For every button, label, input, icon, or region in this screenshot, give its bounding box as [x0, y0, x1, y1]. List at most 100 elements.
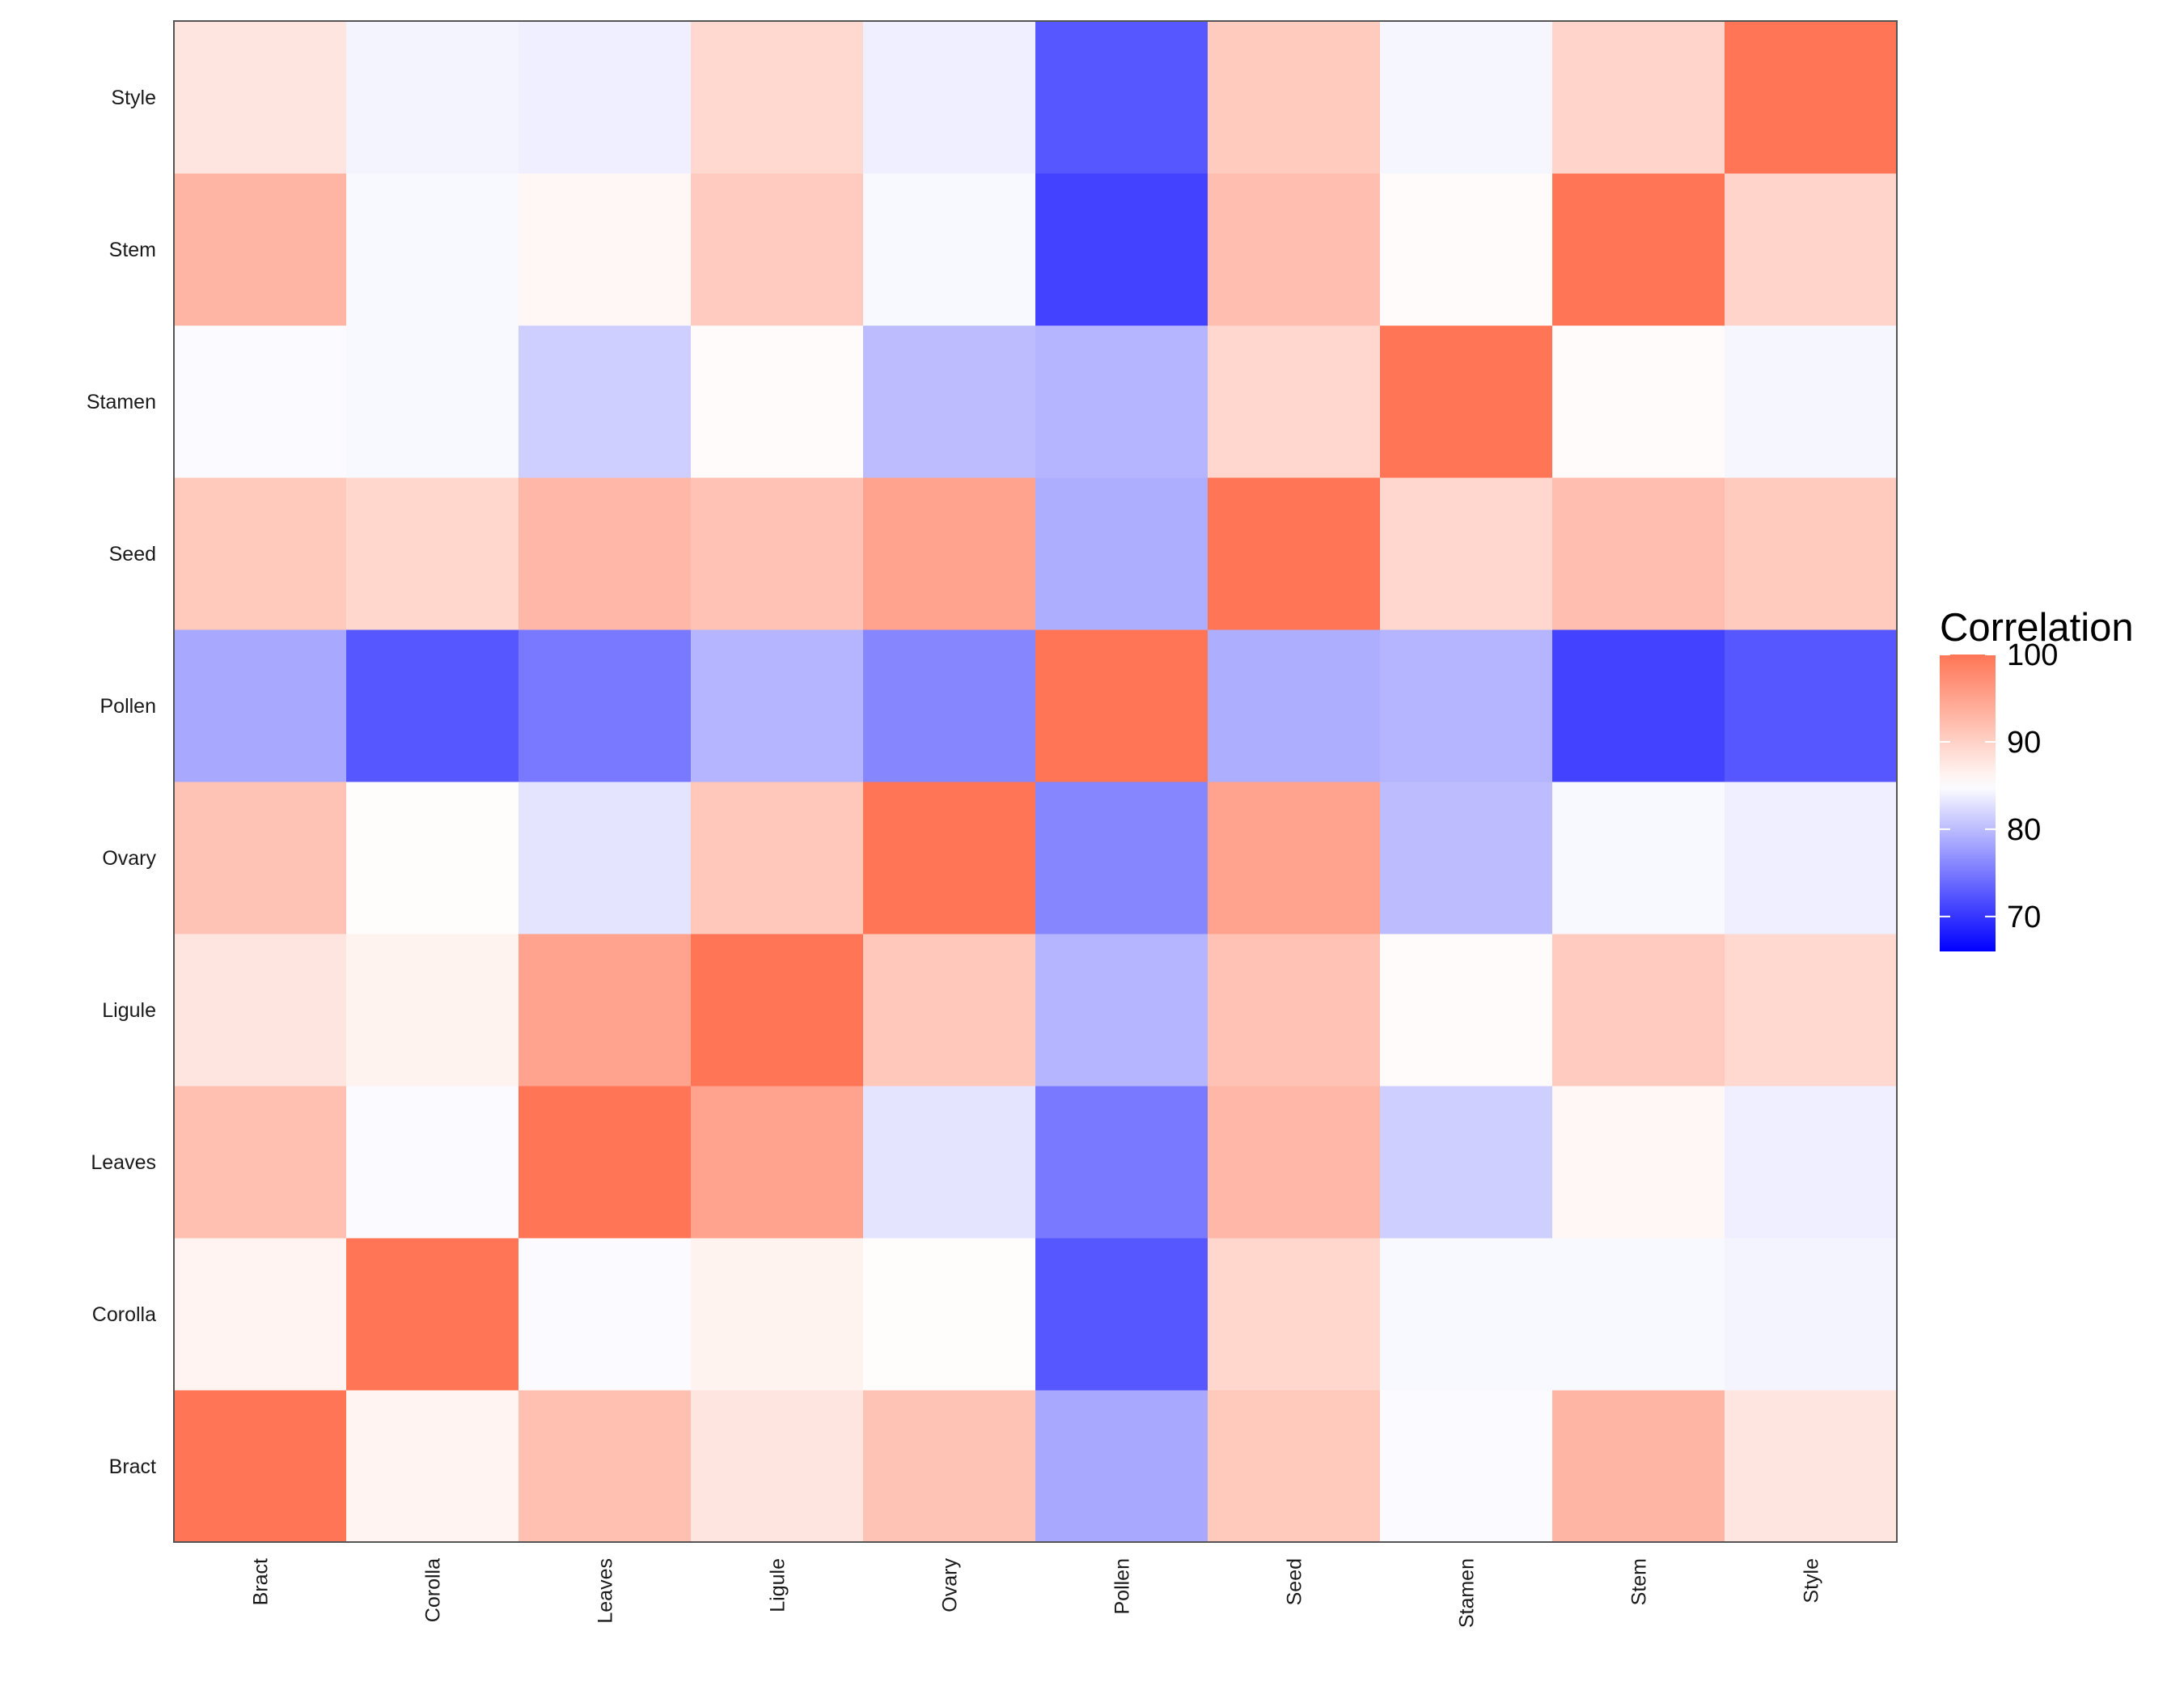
heatmap-cell-ligule-bract	[174, 934, 347, 1087]
heatmap-cell-pollen-corolla	[346, 629, 519, 782]
heatmap-cell-ovary-stamen	[1380, 782, 1553, 934]
heatmap-cell-stem-style	[1725, 173, 1898, 326]
heatmap-cell-bract-bract	[174, 1390, 347, 1543]
heatmap-cell-bract-corolla	[346, 1390, 519, 1543]
x-axis-tick-labels: Bract Corolla Leaves Ligule Ovary Pollen Seed S…	[250, 1558, 1823, 1629]
heatmap-cell-ligule-ovary	[863, 934, 1036, 1087]
heatmap-cell-leaves-stamen	[1380, 1086, 1553, 1239]
x-tick-label: Bract	[250, 1558, 273, 1605]
x-tick-label: Corolla	[422, 1558, 445, 1622]
heatmap-cell-leaves-seed	[1208, 1086, 1381, 1239]
heatmap-cell-bract-ligule	[691, 1390, 864, 1543]
heatmap-cell-pollen-pollen	[1035, 629, 1208, 782]
heatmap-cell-pollen-bract	[174, 629, 347, 782]
color-legend: Correlation 100 90 80 70	[1940, 606, 2134, 951]
heatmap-cell-leaves-ovary	[863, 1086, 1036, 1239]
legend-tick-label: 90	[2007, 726, 2041, 760]
heatmap-cell-style-seed	[1208, 21, 1381, 174]
x-tick-label: Ligule	[767, 1558, 789, 1612]
heatmap-cell-stamen-pollen	[1035, 325, 1208, 478]
heatmap-cell-style-ovary	[863, 21, 1036, 174]
heatmap-cells	[174, 21, 1898, 1543]
heatmap-cell-bract-seed	[1208, 1390, 1381, 1543]
heatmap-cell-pollen-style	[1725, 629, 1898, 782]
heatmap-cell-pollen-ovary	[863, 629, 1036, 782]
y-tick-label: Pollen	[100, 695, 157, 718]
y-tick-label: Ovary	[102, 847, 156, 870]
heatmap-cell-stem-corolla	[346, 173, 519, 326]
heatmap-cell-style-ligule	[691, 21, 864, 174]
heatmap-cell-bract-leaves	[518, 1390, 692, 1543]
heatmap-cell-bract-stem	[1552, 1390, 1725, 1543]
heatmap-cell-bract-ovary	[863, 1390, 1036, 1543]
heatmap-cell-leaves-pollen	[1035, 1086, 1208, 1239]
heatmap-cell-stem-leaves	[518, 173, 692, 326]
heatmap-cell-corolla-leaves	[518, 1238, 692, 1391]
heatmap-cell-stem-bract	[174, 173, 347, 326]
legend-tick-label: 100	[2007, 638, 2058, 672]
y-tick-label: Bract	[109, 1455, 156, 1478]
heatmap-cell-seed-bract	[174, 477, 347, 630]
heatmap-cell-seed-seed	[1208, 477, 1381, 630]
heatmap-cell-corolla-pollen	[1035, 1238, 1208, 1391]
x-tick-label: Pollen	[1111, 1558, 1134, 1615]
heatmap-cell-stamen-ovary	[863, 325, 1036, 478]
heatmap-cell-corolla-bract	[174, 1238, 347, 1391]
heatmap-cell-style-corolla	[346, 21, 519, 174]
legend-tick-label: 80	[2007, 813, 2041, 847]
heatmap-cell-stem-stamen	[1380, 173, 1553, 326]
heatmap-cell-ovary-corolla	[346, 782, 519, 934]
legend-tick-label: 70	[2007, 900, 2041, 934]
heatmap-cell-seed-ovary	[863, 477, 1036, 630]
heatmap-cell-ovary-bract	[174, 782, 347, 934]
heatmap-cell-ovary-leaves	[518, 782, 692, 934]
heatmap-cell-pollen-stamen	[1380, 629, 1553, 782]
heatmap-cell-ovary-stem	[1552, 782, 1725, 934]
heatmap-cell-pollen-leaves	[518, 629, 692, 782]
heatmap-cell-stamen-stamen	[1380, 325, 1553, 478]
heatmap-cell-leaves-style	[1725, 1086, 1898, 1239]
heatmap-cell-style-stem	[1552, 21, 1725, 174]
heatmap-cell-bract-pollen	[1035, 1390, 1208, 1543]
y-tick-label: Stamen	[87, 391, 156, 413]
heatmap-cell-ligule-style	[1725, 934, 1898, 1087]
legend-colorbar	[1940, 655, 1996, 951]
heatmap-cell-seed-style	[1725, 477, 1898, 630]
y-axis-tick-labels: Bract Corolla Leaves Ligule Ovary Pollen Seed S…	[87, 87, 157, 1478]
x-tick-label: Style	[1801, 1558, 1823, 1604]
heatmap-cell-ovary-ovary	[863, 782, 1036, 934]
heatmap-cell-ovary-style	[1725, 782, 1898, 934]
y-tick-label: Stem	[109, 239, 156, 261]
heatmap-cell-seed-pollen	[1035, 477, 1208, 630]
heatmap-cell-corolla-ovary	[863, 1238, 1036, 1391]
plot-panel-border	[173, 20, 1898, 1543]
heatmap-cell-corolla-stamen	[1380, 1238, 1553, 1391]
heatmap-cell-pollen-ligule	[691, 629, 864, 782]
heatmap-cell-ovary-ligule	[691, 782, 864, 934]
heatmap-cell-ligule-leaves	[518, 934, 692, 1087]
x-tick-label: Leaves	[595, 1558, 617, 1624]
heatmap-cell-stamen-style	[1725, 325, 1898, 478]
heatmap-cell-seed-leaves	[518, 477, 692, 630]
heatmap-cell-stem-seed	[1208, 173, 1381, 326]
heatmap-cell-corolla-ligule	[691, 1238, 864, 1391]
heatmap-cell-stem-pollen	[1035, 173, 1208, 326]
heatmap-cell-stem-ligule	[691, 173, 864, 326]
heatmap-cell-stamen-ligule	[691, 325, 864, 478]
heatmap-cell-corolla-stem	[1552, 1238, 1725, 1391]
y-tick-label: Seed	[109, 543, 156, 566]
heatmap-cell-seed-corolla	[346, 477, 519, 630]
x-tick-label: Stamen	[1456, 1558, 1479, 1628]
heatmap-cell-stem-ovary	[863, 173, 1036, 326]
heatmap-cell-ovary-seed	[1208, 782, 1381, 934]
x-tick-label: Ovary	[939, 1558, 962, 1612]
heatmap-cell-stamen-bract	[174, 325, 347, 478]
heatmap-cell-ligule-seed	[1208, 934, 1381, 1087]
heatmap-cell-leaves-ligule	[691, 1086, 864, 1239]
heatmap-cell-style-pollen	[1035, 21, 1208, 174]
heatmap-cell-seed-stem	[1552, 477, 1725, 630]
heatmap-cell-style-bract	[174, 21, 347, 174]
heatmap-cell-stem-stem	[1552, 173, 1725, 326]
heatmap-cell-bract-stamen	[1380, 1390, 1553, 1543]
